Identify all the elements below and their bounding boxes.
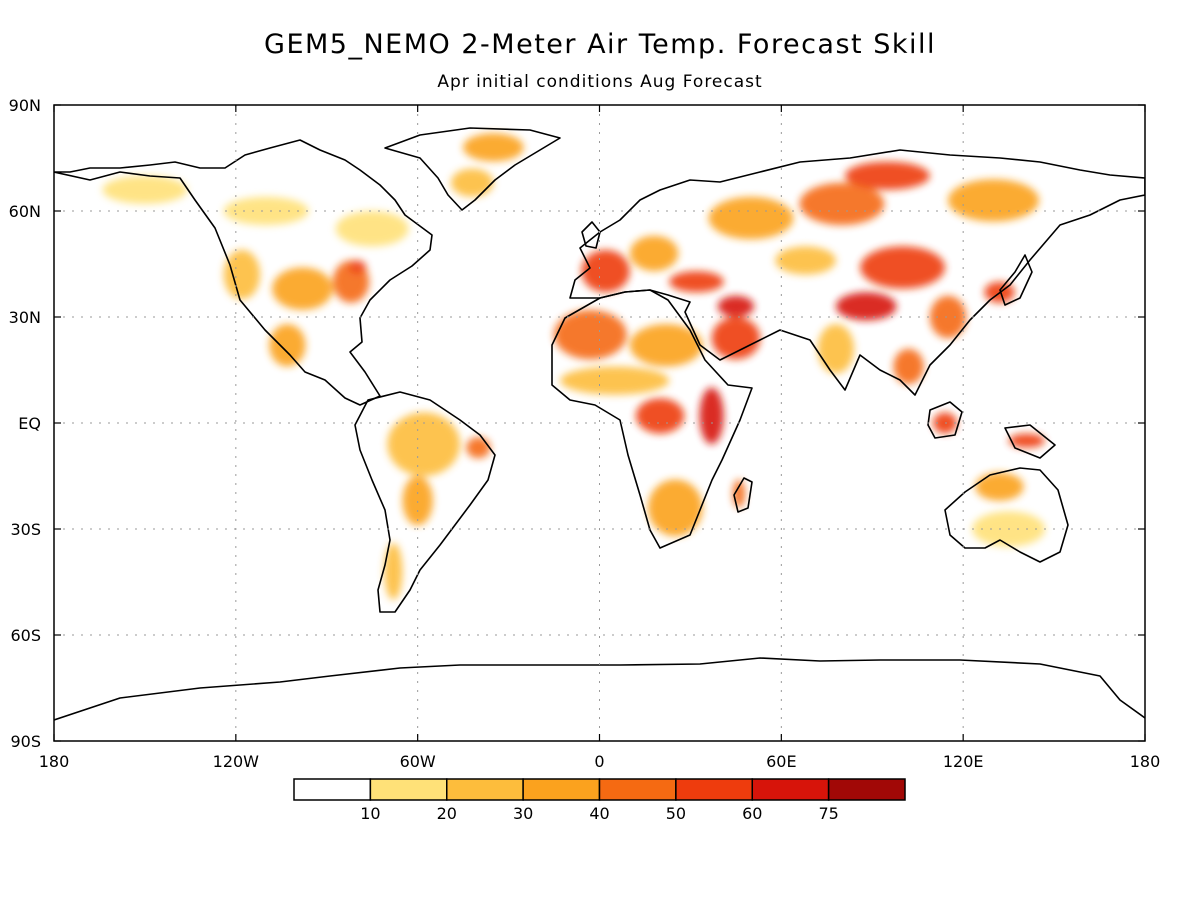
coastline-australia — [944, 467, 1069, 563]
lon-tick-label: 0 — [594, 752, 604, 771]
coastline-north-america — [54, 139, 433, 406]
skill-region-27 — [799, 182, 885, 226]
map-title: GEM5_NEMO 2-Meter Air Temp. Forecast Ski… — [264, 29, 936, 60]
skill-region-16 — [669, 271, 724, 293]
skill-region-6 — [348, 260, 367, 275]
lon-tick-label: 120E — [943, 752, 984, 771]
colorbar-bin-5 — [675, 778, 754, 801]
skill-region-33 — [817, 324, 855, 374]
lat-tick-label: 90N — [9, 96, 41, 115]
lon-tick-label: 180 — [39, 752, 70, 771]
lat-tick-label: 90S — [10, 732, 41, 751]
skill-region-2 — [335, 211, 409, 247]
skill-region-38 — [1008, 433, 1045, 448]
colorbar-bin-1 — [369, 778, 448, 801]
latitude-axis: 90N 60N 30N EQ 30S 60S 90S — [9, 96, 1145, 751]
skill-region-18 — [629, 324, 703, 367]
lon-tick-label: 60E — [766, 752, 796, 771]
colorbar-label: 50 — [666, 804, 686, 823]
colorbar-bin-3 — [522, 778, 601, 801]
skill-region-8 — [463, 133, 524, 162]
lon-tick-label: 180 — [1130, 752, 1161, 771]
skill-region-24 — [711, 317, 761, 360]
coastline-japan — [999, 254, 1033, 306]
lat-tick-label: 30S — [10, 520, 41, 539]
coastline-south-america — [354, 391, 496, 613]
skill-shading-layer — [102, 133, 1045, 600]
skill-region-17 — [554, 310, 627, 360]
graticule — [54, 105, 1145, 741]
skill-region-29 — [948, 179, 1039, 222]
skill-region-21 — [699, 387, 724, 445]
skill-region-28 — [845, 161, 930, 190]
lat-tick-label: 60S — [10, 626, 41, 645]
coastline-borneo — [927, 401, 963, 439]
skill-region-26 — [708, 196, 794, 240]
lat-tick-label: 60N — [9, 202, 41, 221]
skill-region-22 — [648, 479, 703, 537]
skill-region-35 — [929, 295, 967, 339]
colorbar: 10 20 30 40 50 60 75 — [293, 778, 906, 823]
coastline-madagascar — [733, 477, 753, 513]
skill-region-19 — [560, 366, 670, 395]
skill-region-1 — [223, 196, 309, 226]
colorbar-label: 60 — [742, 804, 762, 823]
coastline-greenland — [384, 127, 561, 211]
skill-region-30 — [775, 246, 836, 275]
skill-region-10 — [387, 412, 461, 477]
coastline-antarctica — [54, 657, 1145, 721]
skill-region-9 — [451, 168, 494, 197]
skill-region-3 — [223, 249, 261, 300]
longitude-axis: 180 120W 60W 0 60E 120E 180 — [39, 105, 1161, 771]
skill-region-32 — [835, 292, 897, 321]
lon-tick-label: 120W — [213, 752, 260, 771]
colorbar-bin-0 — [293, 778, 372, 801]
colorbar-bin-6 — [751, 778, 830, 801]
skill-region-31 — [860, 246, 945, 289]
colorbar-label: 40 — [589, 804, 609, 823]
lat-tick-label: 30N — [9, 308, 41, 327]
skill-region-4 — [272, 267, 333, 310]
skill-region-25 — [717, 295, 755, 317]
lat-tick-label: EQ — [18, 414, 41, 433]
colorbar-label: 30 — [513, 804, 533, 823]
colorbar-bin-4 — [598, 778, 677, 801]
colorbar-label: 20 — [437, 804, 457, 823]
skill-region-39 — [975, 472, 1024, 501]
skill-region-11 — [466, 437, 491, 459]
coastline-new-guinea — [1004, 424, 1056, 459]
colorbar-bin-2 — [446, 778, 524, 801]
map-subtitle: Apr initial conditions Aug Forecast — [437, 72, 762, 92]
coastline-eurasia-africa — [569, 149, 1145, 396]
lon-tick-label: 60W — [400, 752, 436, 771]
skill-region-34 — [893, 348, 924, 385]
skill-region-15 — [629, 235, 679, 272]
skill-region-13 — [384, 543, 403, 600]
skill-region-20 — [635, 398, 685, 434]
skill-region-12 — [402, 476, 433, 526]
coastlines — [54, 127, 1145, 721]
skill-region-14 — [581, 249, 630, 293]
coastline-africa — [551, 289, 753, 549]
skill-region-0 — [102, 175, 188, 204]
skill-region-7 — [269, 324, 306, 367]
coastline-uk — [581, 221, 601, 249]
colorbar-bin-7 — [827, 778, 906, 801]
colorbar-label: 10 — [360, 804, 380, 823]
colorbar-label: 75 — [818, 804, 838, 823]
